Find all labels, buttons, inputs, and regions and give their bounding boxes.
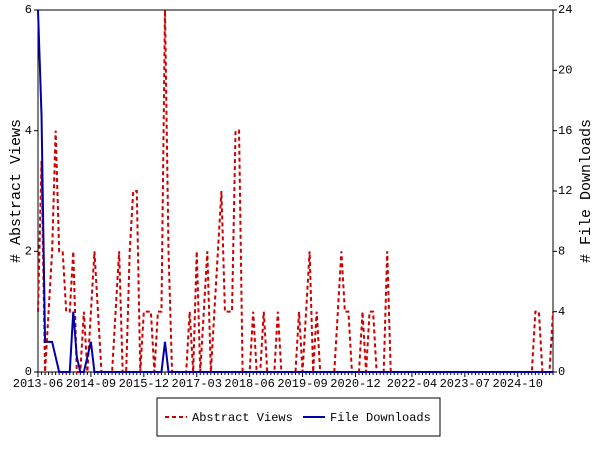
legend-label: Abstract Views: [192, 411, 293, 425]
x-tick-label: 2017-03: [172, 377, 222, 391]
legend-label: File Downloads: [330, 411, 431, 425]
y-tick-label: 2: [25, 245, 32, 259]
y2-tick-label: 4: [558, 305, 565, 319]
x-tick-label: 2019-09: [277, 377, 327, 391]
y2-tick-label: 16: [558, 124, 572, 138]
y2-axis-title: # File Downloads: [578, 119, 595, 263]
y2-tick-label: 24: [558, 3, 572, 17]
x-tick-label: 2024-10: [493, 377, 543, 391]
y-tick-label: 4: [25, 124, 32, 138]
legend-box: [156, 397, 441, 437]
y2-tick-label: 8: [558, 245, 565, 259]
x-tick-label: 2013-06: [13, 377, 63, 391]
x-tick-label: 2015-12: [119, 377, 169, 391]
y2-tick-label: 20: [558, 64, 572, 78]
x-tick-label: 2014-09: [66, 377, 116, 391]
y2-tick-label: 12: [558, 184, 572, 198]
y-tick-label: 6: [25, 3, 32, 17]
x-tick-label: 2022-04: [387, 377, 437, 391]
x-tick-label: 2018-06: [224, 377, 274, 391]
x-tick-label: 2020-12: [330, 377, 380, 391]
y-axis-title: # Abstract Views: [8, 119, 25, 263]
x-tick-label: 2023-07: [440, 377, 490, 391]
y-tick-label: 0: [25, 365, 32, 379]
series-line: [37, 9, 553, 373]
y2-tick-label: 0: [558, 365, 565, 379]
